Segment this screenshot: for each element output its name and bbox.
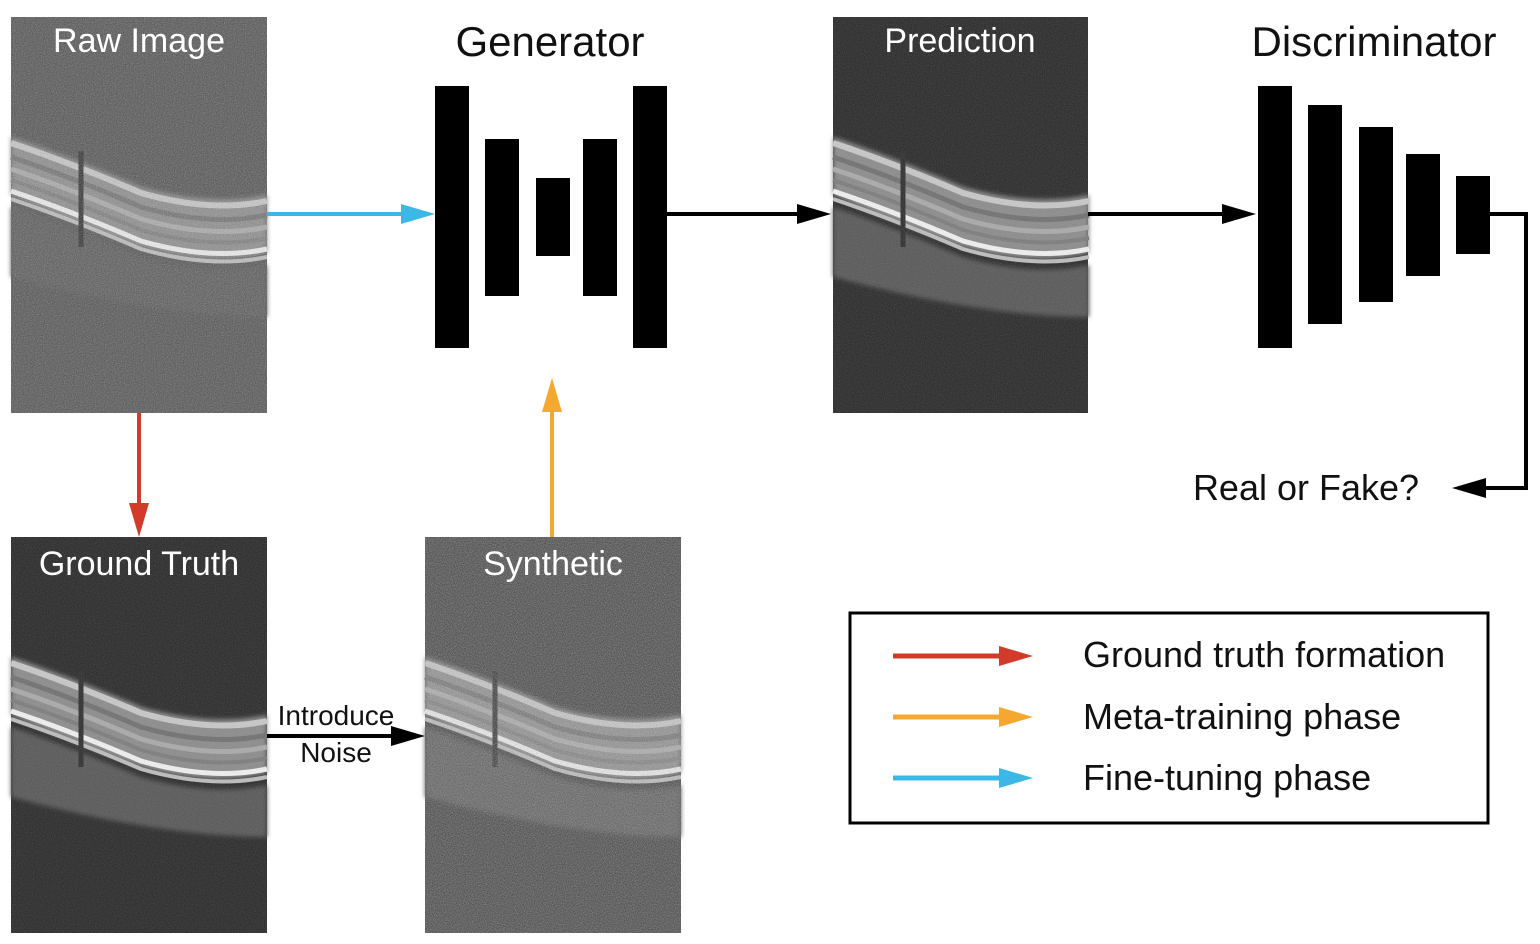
raw-image-label: Raw Image <box>53 22 225 60</box>
generator-layer <box>485 139 519 296</box>
real-or-fake-label: Real or Fake? <box>1193 467 1419 508</box>
generator-layer <box>583 139 617 296</box>
discriminator-output-arrow <box>1452 212 1528 498</box>
discriminator-layer <box>1308 105 1342 324</box>
discriminator-layer <box>1406 154 1440 276</box>
discriminator-layer <box>1456 176 1490 254</box>
legend-label: Meta-training phase <box>1083 696 1401 737</box>
generator-layer <box>536 178 570 256</box>
introduce-noise-label-line1: Introduce <box>278 700 395 731</box>
generator-block: Generator <box>435 18 667 348</box>
generator-to-prediction-arrow <box>667 204 831 224</box>
meta-training-arrow <box>542 378 562 537</box>
generator-layer <box>633 86 667 348</box>
ground-truth-label: Ground Truth <box>39 545 239 583</box>
fine-tuning-arrow <box>267 204 435 224</box>
ground-truth-formation-arrow <box>129 413 149 537</box>
discriminator-layer <box>1258 86 1292 348</box>
legend-item-ground-truth: Ground truth formation <box>893 634 1445 675</box>
discriminator-layer <box>1359 127 1393 302</box>
discriminator-title: Discriminator <box>1251 18 1496 65</box>
introduce-noise-label-line2: Noise <box>300 737 372 768</box>
generator-layer <box>435 86 469 348</box>
legend: Ground truth formation Meta-training pha… <box>848 611 1490 825</box>
synthetic-label: Synthetic <box>483 545 623 583</box>
raw-image-panel: Raw Image <box>11 17 267 413</box>
ground-truth-panel: Ground Truth <box>11 537 267 933</box>
legend-item-meta-training: Meta-training phase <box>893 696 1401 737</box>
legend-label: Fine-tuning phase <box>1083 757 1371 798</box>
prediction-panel: Prediction <box>833 17 1089 413</box>
prediction-label: Prediction <box>884 22 1035 60</box>
synthetic-panel: Synthetic <box>425 537 681 933</box>
generator-title: Generator <box>455 18 644 65</box>
prediction-to-discriminator-arrow <box>1088 204 1256 224</box>
legend-label: Ground truth formation <box>1083 634 1445 675</box>
introduce-noise-arrow <box>267 726 425 746</box>
legend-item-fine-tuning: Fine-tuning phase <box>893 757 1371 798</box>
discriminator-block: Discriminator <box>1251 18 1497 348</box>
